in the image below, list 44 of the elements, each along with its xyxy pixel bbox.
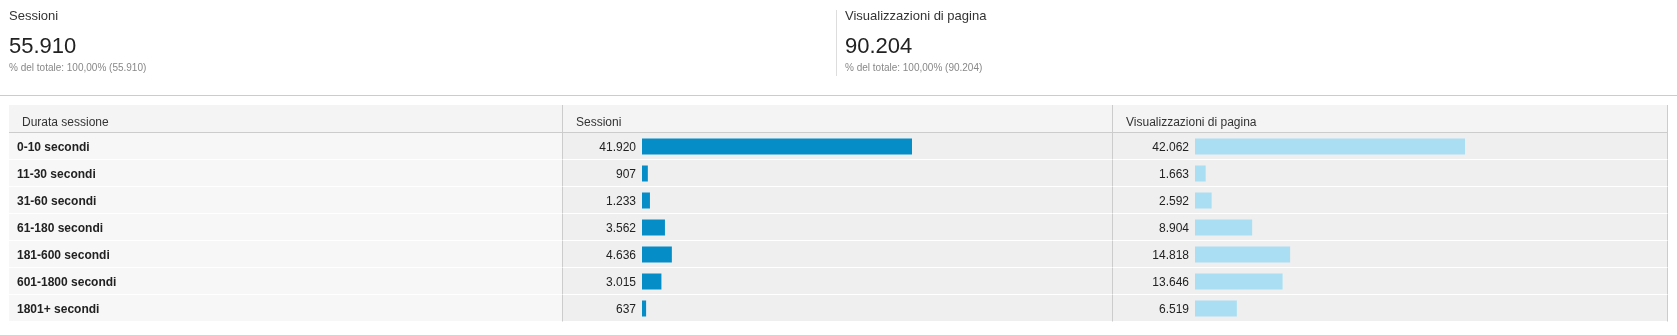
bar <box>1195 138 1465 155</box>
data-label: 907 <box>615 166 637 181</box>
chart-title: Sessioni <box>576 115 622 129</box>
bar <box>642 192 650 209</box>
data-label: 13.646 <box>1152 274 1190 289</box>
bar <box>642 219 665 236</box>
bar <box>1195 273 1283 290</box>
data-label: 637 <box>615 301 637 316</box>
y-tick-label: 1801+ secondi <box>17 301 100 316</box>
data-label: 8.904 <box>1158 220 1190 235</box>
bar <box>642 273 662 290</box>
data-label: 41.920 <box>599 139 637 154</box>
data-label: 6.519 <box>1158 301 1190 316</box>
bar <box>642 165 648 182</box>
bar <box>1195 246 1291 263</box>
chart-title: Visualizzazioni di pagina <box>1126 115 1257 129</box>
bar <box>642 300 647 317</box>
y-tick-label: 601-1800 secondi <box>17 274 117 289</box>
data-label: 4.636 <box>605 247 637 262</box>
text: Sessioni <box>9 8 60 23</box>
y-tick-label: 31-60 secondi <box>17 193 97 208</box>
y-tick-label: 181-600 secondi <box>17 247 110 262</box>
data-label: 3.562 <box>605 220 637 235</box>
text: 90.204 <box>845 33 914 59</box>
bar <box>1195 192 1212 209</box>
bar <box>1195 219 1253 236</box>
data-label: 3.015 <box>605 274 637 289</box>
y-tick-label: 0-10 secondi <box>17 139 90 154</box>
y-tick-label: 61-180 secondi <box>17 220 104 235</box>
data-label: 42.062 <box>1152 139 1190 154</box>
y-tick-label: 11-30 secondi <box>17 166 96 181</box>
text: % del totale: 100,00% (90.204) <box>845 62 984 73</box>
y-axis-title: Durata sessione <box>22 115 110 129</box>
text: % del totale: 100,00% (55.910) <box>9 62 148 73</box>
data-label: 14.818 <box>1152 247 1190 262</box>
data-label: 2.592 <box>1158 193 1190 208</box>
text: 55.910 <box>9 33 78 59</box>
bar <box>1195 165 1206 182</box>
data-label: 1.233 <box>605 193 637 208</box>
text: Visualizzazioni di pagina <box>845 8 988 23</box>
bar <box>642 138 912 155</box>
bar <box>642 246 672 263</box>
bar <box>1195 300 1237 317</box>
data-label: 1.663 <box>1158 166 1190 181</box>
